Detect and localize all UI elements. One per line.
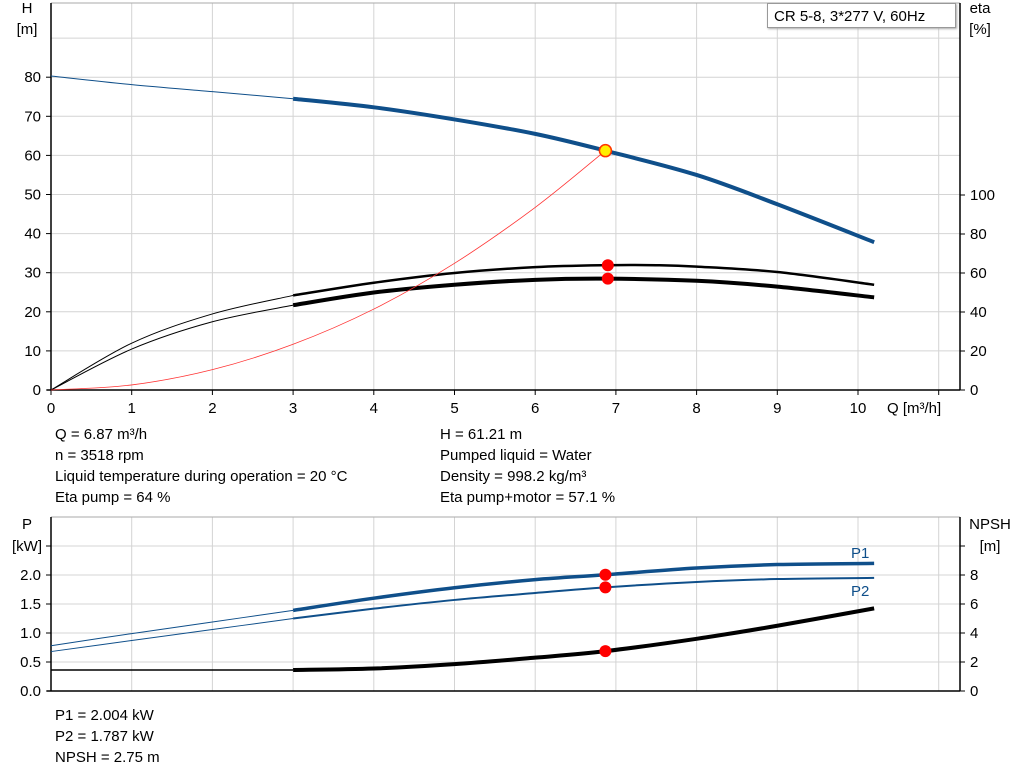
p1-curve-label: P1: [851, 545, 869, 562]
y-axis-unit-right: [m]: [980, 538, 1001, 555]
duty-point-marker: [598, 143, 613, 158]
x-axis-label: Q [m³/h]: [887, 400, 941, 417]
y-axis-label-left: P: [22, 516, 32, 533]
P1-curve-extension: [50, 609, 294, 647]
x-tick-label: 2: [208, 400, 216, 417]
eta-pump-duty-marker: [601, 259, 614, 272]
y-axis-unit-right: [%]: [969, 21, 991, 38]
x-tick-label: 5: [450, 400, 458, 417]
x-tick-label: 10: [850, 400, 867, 417]
p1-duty-marker: [599, 568, 612, 581]
y-axis-label-right: NPSH: [969, 516, 1011, 533]
info-top-left: Q = 6.87 m³/h n = 3518 rpm Liquid temper…: [55, 424, 347, 508]
info-eta-pump-motor: Eta pump+motor = 57.1 %: [440, 489, 616, 506]
H-curve-extension: [50, 75, 294, 100]
y-tick-label-right: 40: [970, 304, 987, 321]
y-tick-label-right: 0: [970, 382, 978, 399]
y-tick-label-left: 40: [24, 226, 41, 243]
P2-curve-extension: [50, 618, 294, 653]
x-tick-label: 8: [692, 400, 700, 417]
x-tick-label: 0: [47, 400, 55, 417]
y-tick-label-right: 2: [970, 654, 978, 671]
info-bottom: P1 = 2.004 kW P2 = 1.787 kW NPSH = 2.75 …: [55, 705, 160, 768]
x-tick-label: 4: [370, 400, 378, 417]
y-tick-label-left: 0: [33, 382, 41, 399]
info-density: Density = 998.2 kg/m³: [440, 468, 587, 485]
y-tick-label-right: 0: [970, 683, 978, 700]
x-tick-label: 9: [773, 400, 781, 417]
y-tick-label-right: 100: [970, 187, 995, 204]
info-liquid: Pumped liquid = Water: [440, 447, 592, 464]
info-h: H = 61.21 m: [440, 426, 523, 443]
x-tick-label: 7: [612, 400, 620, 417]
x-tick-label: 6: [531, 400, 539, 417]
y-tick-label-left: 10: [24, 343, 41, 360]
y-tick-label-left: 50: [24, 187, 41, 204]
eta_pump_motor-curve: [292, 276, 875, 308]
y-tick-label-left: 30: [24, 265, 41, 282]
chart-legend: CR 5-8, 3*277 V, 60Hz: [767, 3, 956, 28]
y-tick-label-right: 8: [970, 567, 978, 584]
info-q: Q = 6.87 m³/h: [55, 426, 148, 443]
y-axis-label-left: H: [22, 0, 33, 17]
info-npsh: NPSH = 2.75 m: [55, 749, 160, 766]
plot-area-0: [51, 3, 960, 390]
y-tick-label-left: 70: [24, 108, 41, 125]
eta-pump-motor-duty-marker: [601, 272, 614, 285]
npsh-duty-marker: [599, 645, 612, 658]
y-axis-unit-left: [m]: [17, 21, 38, 38]
y-tick-label-right: 4: [970, 625, 978, 642]
info-n: n = 3518 rpm: [55, 447, 144, 464]
P2-curve: [292, 576, 875, 620]
y-tick-label-left: 60: [24, 147, 41, 164]
y-axis-label-right: eta: [970, 0, 992, 17]
info-temp: Liquid temperature during operation = 20…: [55, 468, 348, 485]
info-top-right: H = 61.21 m Pumped liquid = Water Densit…: [440, 424, 615, 508]
y-tick-label-left: 20: [24, 304, 41, 321]
x-tick-label: 1: [128, 400, 136, 417]
info-eta-pump: Eta pump = 64 %: [55, 489, 171, 506]
y-tick-label-left: 1.0: [20, 625, 41, 642]
P1-curve: [292, 561, 875, 613]
p2-curve-label: P2: [851, 583, 869, 600]
system-curve: [50, 150, 606, 391]
y-tick-label-right: 6: [970, 596, 978, 613]
y-tick-label-left: 80: [24, 69, 41, 86]
y-tick-label-right: 80: [970, 226, 987, 243]
eta_pump_motor-curve-extension: [50, 304, 294, 391]
NPSH-curve: [293, 606, 875, 672]
x-tick-label: 3: [289, 400, 297, 417]
y-axis-unit-left: [kW]: [12, 538, 42, 555]
y-tick-label-left: 2.0: [20, 567, 41, 584]
eta_pump-curve-extension: [50, 294, 294, 391]
info-p2: P2 = 1.787 kW: [55, 728, 154, 745]
y-tick-label-left: 0.5: [20, 654, 41, 671]
y-tick-label-right: 60: [970, 265, 987, 282]
y-tick-label-left: 1.5: [20, 596, 41, 613]
H-curve: [292, 96, 875, 245]
info-p1: P1 = 2.004 kW: [55, 707, 154, 724]
p2-duty-marker: [599, 581, 612, 594]
y-tick-label-right: 20: [970, 343, 987, 360]
y-tick-label-left: 0.0: [20, 683, 41, 700]
